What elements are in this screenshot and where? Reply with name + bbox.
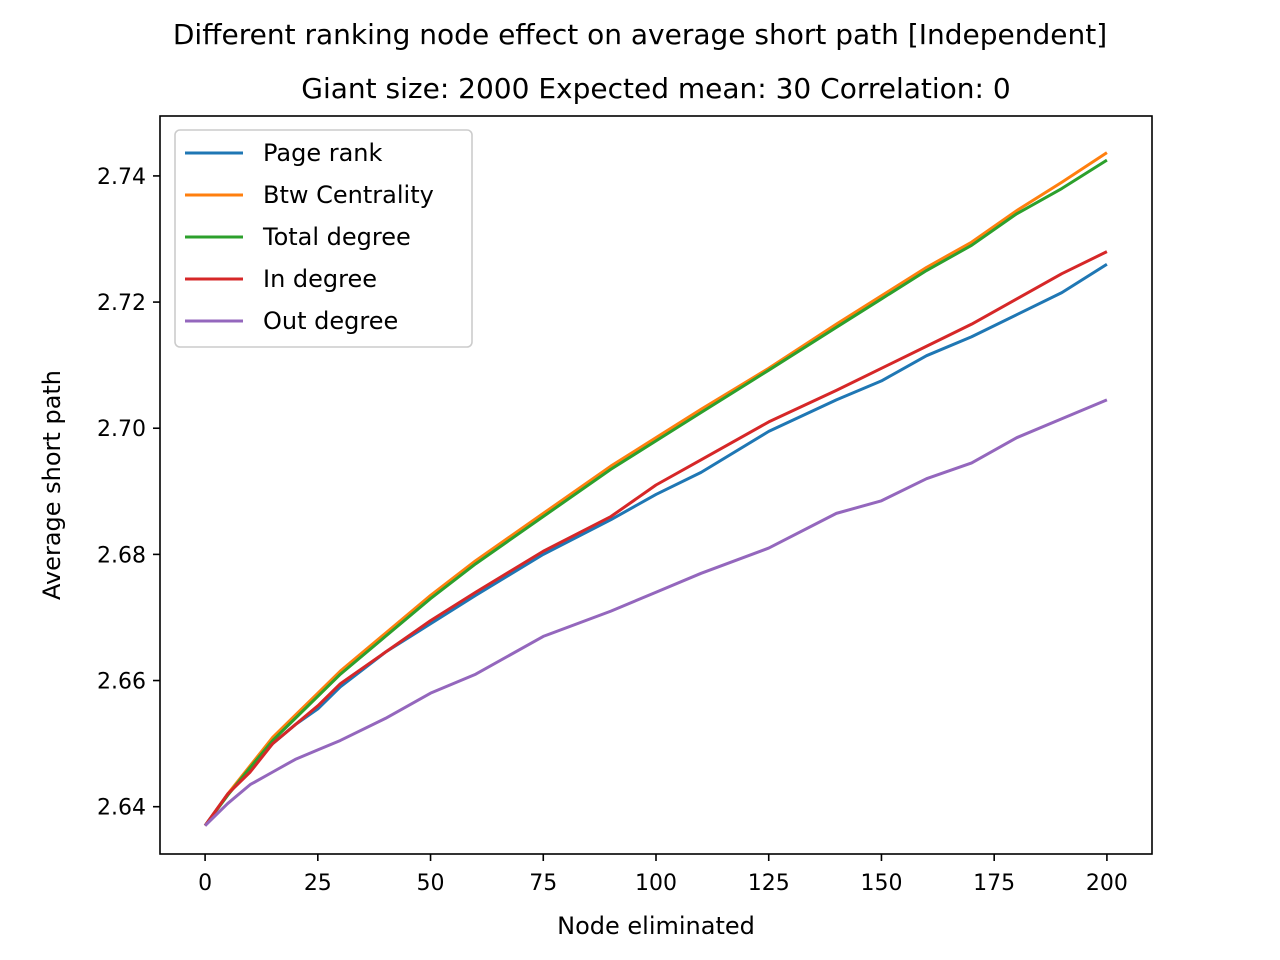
plot-area: 0 25 50 75 100 125 150 175 200 2.64 2.66 2.68 2.70 2.… [97,115,1153,896]
y-tick-label: 2.68 [97,543,146,568]
x-tick-label: 200 [1086,871,1128,896]
series-line-2 [203,158,1108,827]
y-tick-label: 2.64 [97,796,146,821]
x-tick-label: 125 [748,871,790,896]
legend-item: In degree [185,265,377,293]
y-axis-label: Average short path [38,370,66,600]
y-tick-label: 2.70 [97,417,146,442]
chart-title: Different ranking node effect on average… [173,18,1107,51]
series-line-4 [204,398,1108,827]
legend-label: In degree [263,265,377,293]
series-line-1 [203,151,1108,827]
x-tick-label: 175 [973,871,1015,896]
x-tick-label: 150 [860,871,902,896]
legend-item: Out degree [185,307,398,335]
chart-subtitle: Giant size: 2000 Expected mean: 30 Corre… [301,72,1010,105]
legend-label: Out degree [263,307,398,335]
legend-label: Btw Centrality [263,181,434,209]
legend-item: Btw Centrality [185,181,434,209]
y-tick-label: 2.74 [97,165,146,190]
y-tick-label: 2.66 [97,670,146,695]
legend-label: Page rank [263,139,383,167]
legend-item: Total degree [185,223,411,251]
legend-item: Page rank [185,139,383,167]
legend-box [174,129,473,348]
legend: Page rank Btw Centrality Total degree In de… [174,129,473,348]
x-axis-label: Node eliminated [557,912,755,940]
x-tick-label: 25 [304,871,332,896]
x-tick-label: 50 [417,871,445,896]
x-tick-label: 100 [635,871,677,896]
legend-label: Total degree [262,223,411,251]
x-tick-label: 0 [198,871,212,896]
y-tick-label: 2.72 [97,291,146,316]
x-tick-label: 75 [529,871,557,896]
series-line-3 [203,250,1108,827]
